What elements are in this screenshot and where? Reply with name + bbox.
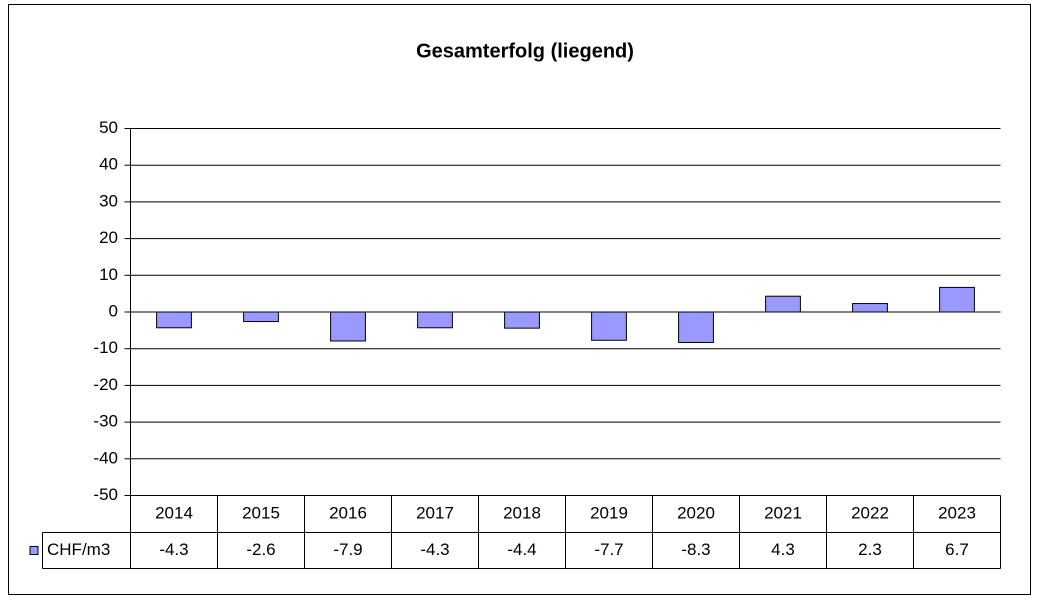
bar <box>852 303 888 313</box>
legend-key <box>29 546 39 555</box>
bar <box>591 311 627 341</box>
table-value: 4.3 <box>771 540 795 559</box>
y-tick-label: 0 <box>109 301 118 320</box>
bar <box>504 311 540 329</box>
bar <box>939 286 975 313</box>
y-tick-label: -50 <box>93 485 118 504</box>
x-tick-label: 2022 <box>851 503 889 522</box>
table-value: -4.3 <box>159 540 188 559</box>
bar <box>330 311 366 342</box>
x-tick-label: 2020 <box>677 503 715 522</box>
x-tick-label: 2015 <box>242 503 280 522</box>
chart-title: Gesamterfolg (liegend) <box>416 40 634 62</box>
bar <box>156 311 192 329</box>
y-tick-label: -40 <box>93 448 118 467</box>
x-tick-label: 2019 <box>590 503 628 522</box>
x-tick-label: 2017 <box>416 503 454 522</box>
x-tick-label: 2018 <box>503 503 541 522</box>
y-tick-label: -20 <box>93 375 118 394</box>
y-tick-label: 50 <box>99 118 118 137</box>
bar <box>678 311 714 343</box>
chart-border <box>8 4 1031 595</box>
y-tick-label: 20 <box>99 228 118 247</box>
y-tick-label: 10 <box>99 265 118 284</box>
y-tick-label: -30 <box>93 412 118 431</box>
table-value: -7.7 <box>594 540 623 559</box>
legend-label: CHF/m3 <box>47 540 110 559</box>
table-value: 6.7 <box>945 540 969 559</box>
x-tick-label: 2023 <box>938 503 976 522</box>
bar <box>765 295 801 313</box>
table-value: -8.3 <box>681 540 710 559</box>
x-tick-label: 2021 <box>764 503 802 522</box>
table-value: 2.3 <box>858 540 882 559</box>
y-tick-label: 40 <box>99 155 118 174</box>
table-value: -2.6 <box>246 540 275 559</box>
x-tick-label: 2014 <box>155 503 193 522</box>
y-tick-label: -10 <box>93 338 118 357</box>
bar <box>417 311 453 329</box>
y-tick-label: 30 <box>99 191 118 210</box>
table-value: -4.3 <box>420 540 449 559</box>
bar <box>243 311 279 323</box>
table-value: -4.4 <box>507 540 536 559</box>
table-value: -7.9 <box>333 540 362 559</box>
x-tick-label: 2016 <box>329 503 367 522</box>
